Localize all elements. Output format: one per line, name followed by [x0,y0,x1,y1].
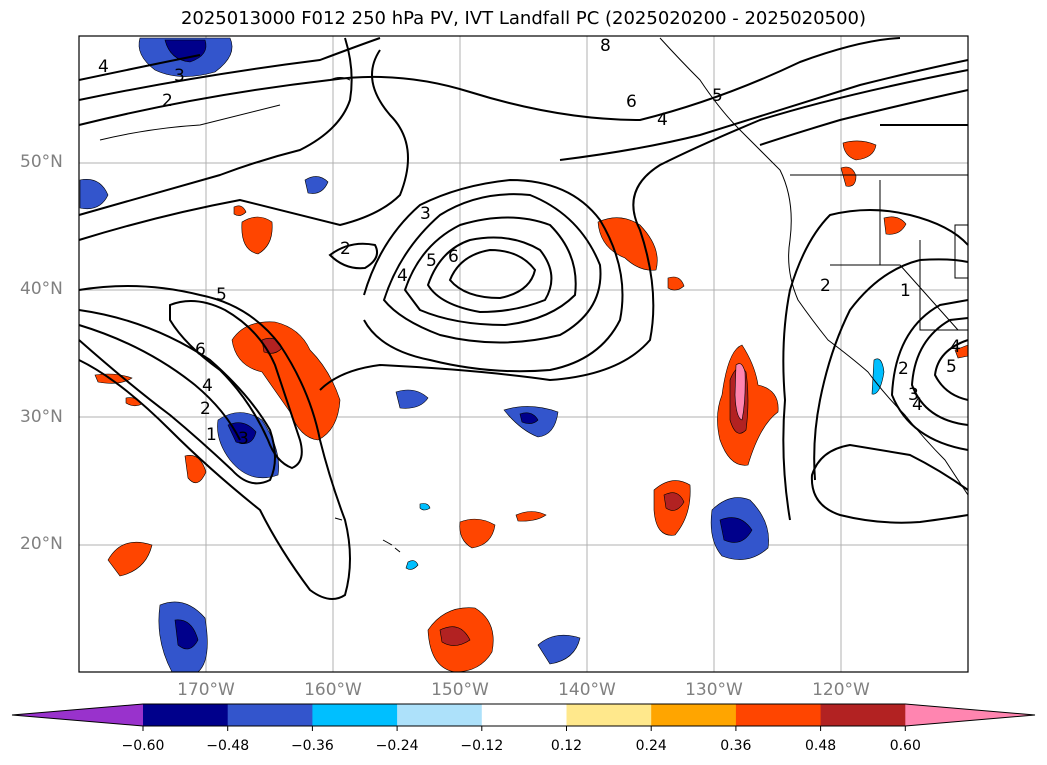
contour-label: 5 [426,251,437,271]
pv-contours [78,37,969,600]
latitude-tick-label: 30°N [20,406,63,427]
map-frame [78,35,969,673]
latitude-tick-label: 40°N [20,279,63,300]
contour-label: 4 [397,266,408,286]
colorbar [11,703,1036,731]
colorbar-segment [735,704,822,726]
latitude-tick-label: 50°N [20,152,63,173]
colorbar-segment [566,704,652,726]
colorbar-tick-label: 0.12 [550,738,583,754]
contour-label: 2 [898,359,909,379]
contour-label: 5 [712,86,723,106]
colorbar-segment [143,704,229,726]
longitude-tick-label: 150°W [431,680,489,700]
contour-label: 8 [600,36,611,56]
colorbar-tick-label: 0.48 [805,738,837,754]
map-title: 2025013000 F012 250 hPa PV, IVT Landfall… [180,8,867,29]
contour-label: 3 [908,385,919,405]
contour-label: 2 [200,399,211,419]
contour-label: 6 [448,247,459,267]
contour-label: 1 [900,281,911,301]
colorbar-tick-label: −0.60 [121,738,165,754]
contour-label: 2 [162,91,173,111]
colorbar-tick-label: −0.12 [460,738,504,754]
contour-label: 2 [340,239,351,259]
longitude-tick-label: 120°W [812,680,870,700]
colorbar-segment [481,704,567,726]
colorbar-segment [651,704,737,726]
colorbar-segment [820,704,906,726]
colorbar-tick-label: 0.60 [889,738,921,754]
colorbar-segment [397,704,483,726]
colorbar-tick-label: −0.24 [375,738,419,754]
contour-label: 4 [657,110,668,130]
contour-label: 4 [912,395,923,415]
longitude-tick-label: 160°W [304,680,362,700]
pv-anomaly-fields [79,37,969,673]
contour-label: 2 [820,276,831,296]
contour-label: 5 [946,357,957,377]
contour-label: 3 [420,204,431,224]
colorbar-tick-label: −0.36 [290,738,334,754]
latitude-tick-label: 20°N [20,533,63,554]
colorbar-extend-low [12,704,143,726]
contour-label: 4 [98,57,109,77]
contour-label: 5 [216,285,227,305]
coastlines [99,37,969,553]
colorbar-tick-label: 0.24 [635,738,667,754]
colorbar-segment [312,704,398,726]
gridlines [79,36,968,672]
colorbar-segment [227,704,313,726]
colorbar-tick-label: 0.36 [720,738,752,754]
colorbar-tick-label: −0.48 [206,738,250,754]
contour-label: 3 [174,66,185,86]
contour-label: 4 [202,376,213,396]
colorbar-extend-high [905,704,1035,726]
contour-label: 3 [238,429,249,449]
longitude-tick-label: 170°W [177,680,235,700]
longitude-tick-label: 130°W [685,680,743,700]
longitude-tick-label: 140°W [558,680,616,700]
contour-label: 6 [626,92,637,112]
contour-label: 6 [195,340,206,360]
contour-label: 4 [950,337,961,357]
contour-label: 1 [206,425,217,445]
